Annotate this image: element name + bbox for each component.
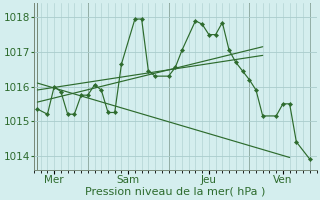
X-axis label: Pression niveau de la mer( hPa ): Pression niveau de la mer( hPa ) bbox=[85, 187, 266, 197]
